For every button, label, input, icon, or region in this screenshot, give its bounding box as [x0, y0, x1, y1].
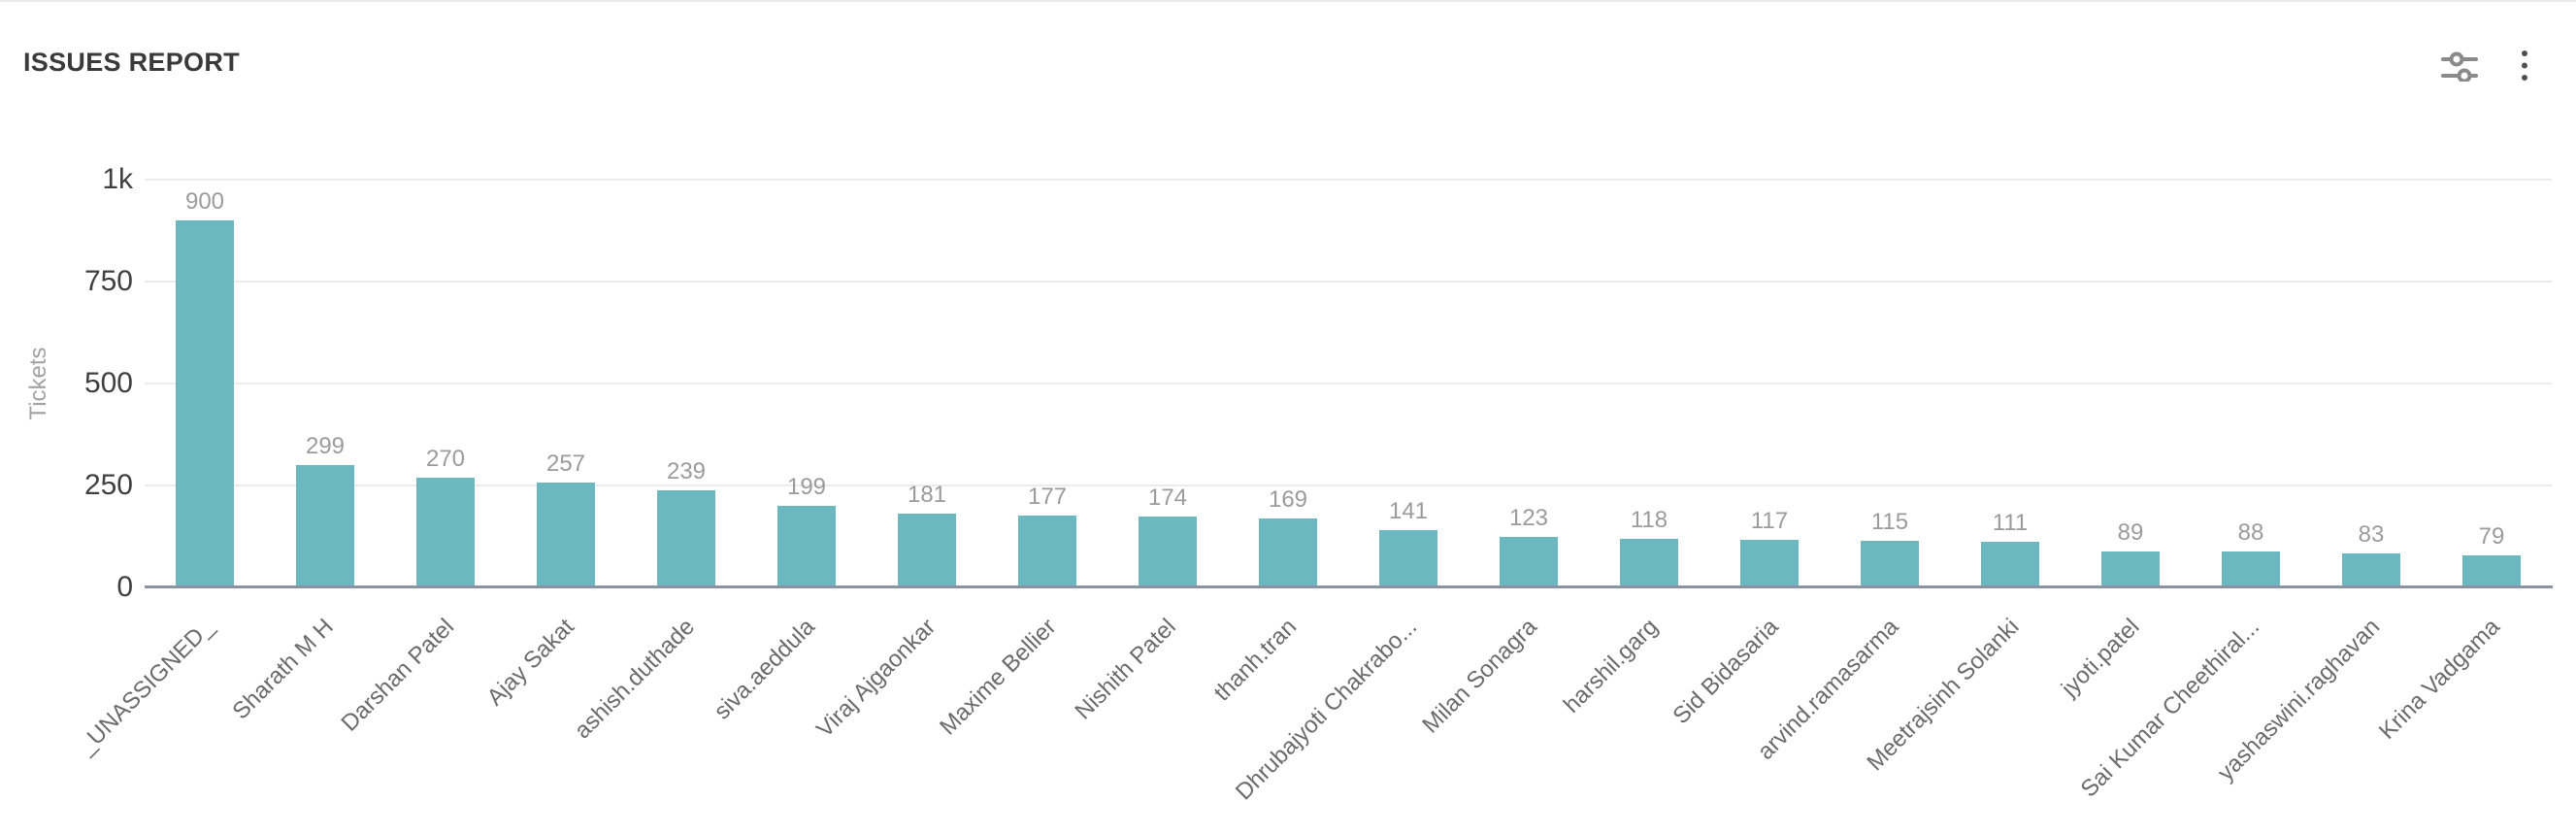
- x-axis-line: [145, 585, 2553, 588]
- bar-value-label: 89: [2117, 519, 2144, 546]
- x-axis-label: siva.aeddula: [709, 614, 821, 725]
- bar[interactable]: [898, 514, 956, 587]
- bar-value-label: 257: [545, 451, 586, 477]
- bar-value-label: 169: [1268, 486, 1308, 513]
- x-axis-label: Maxime Bellier: [934, 614, 1062, 741]
- y-axis-tick-label: 0: [116, 571, 133, 603]
- bar[interactable]: [176, 220, 234, 587]
- bar[interactable]: [416, 478, 475, 587]
- bar-value-label: 118: [1630, 507, 1668, 533]
- y-axis-tick-label: 250: [83, 469, 133, 501]
- bar[interactable]: [657, 490, 715, 587]
- x-axis-label: harshil.garg: [1558, 614, 1664, 718]
- x-axis-label: Krina Vadgama: [2374, 614, 2506, 745]
- x-axis-label: Ajay Sakat: [481, 614, 580, 712]
- bar[interactable]: [1620, 539, 1678, 587]
- bar[interactable]: [296, 465, 354, 587]
- bar-value-label: 141: [1388, 498, 1429, 524]
- gridline: [145, 179, 2552, 181]
- bar[interactable]: [1981, 542, 2039, 587]
- bar-value-label: 181: [907, 482, 947, 508]
- bar-value-label: 83: [2358, 521, 2385, 548]
- x-axis-label: jyoti.patel: [2056, 614, 2145, 702]
- bar-value-label: 123: [1508, 505, 1549, 531]
- bar[interactable]: [1379, 530, 1437, 587]
- bar-value-label: 88: [2237, 519, 2264, 546]
- bar[interactable]: [1018, 516, 1076, 587]
- x-axis-label: thanh.tran: [1208, 614, 1303, 707]
- report-title: ISSUES REPORT: [23, 48, 240, 77]
- bar-value-label: 239: [666, 458, 707, 484]
- bar-value-label: 79: [2478, 523, 2505, 550]
- bar[interactable]: [2462, 555, 2521, 587]
- x-axis-label: Darshan Patel: [336, 614, 460, 737]
- x-axis-label: Nishith Patel: [1070, 614, 1182, 725]
- y-axis-tick-label: 750: [83, 265, 133, 297]
- x-axis-label: ashish.duthade: [569, 614, 701, 745]
- gridline: [145, 383, 2552, 384]
- bar-value-label: 177: [1027, 484, 1068, 510]
- bar-value-label: 270: [425, 446, 466, 472]
- bar-value-label: 174: [1147, 484, 1188, 511]
- x-axis-label: Sid Bidasaria: [1667, 614, 1784, 730]
- x-axis-label: Sharath M H: [227, 614, 340, 725]
- gridline: [145, 281, 2552, 283]
- bar-value-label: 115: [1870, 509, 1909, 535]
- bar-value-label: 111: [1992, 510, 2029, 536]
- bar[interactable]: [2101, 551, 2160, 587]
- bar[interactable]: [1740, 540, 1799, 587]
- bar[interactable]: [777, 506, 836, 587]
- bar-value-label: 199: [786, 474, 827, 500]
- y-axis-tick-label: 500: [83, 367, 133, 399]
- gridline: [145, 484, 2552, 486]
- bar-value-label: 299: [305, 433, 346, 459]
- more-options-icon[interactable]: [2518, 45, 2531, 84]
- filter-sliders-icon[interactable]: [2441, 41, 2478, 84]
- y-axis-tick-label: 1k: [102, 163, 133, 195]
- bar[interactable]: [1861, 541, 1919, 587]
- bar-value-label: 900: [184, 188, 225, 215]
- x-axis-label: Milan Sonagra: [1417, 614, 1543, 739]
- bar[interactable]: [1500, 537, 1558, 587]
- x-axis-label: _UNASSIGNED_: [72, 614, 219, 760]
- bar[interactable]: [537, 483, 595, 587]
- bar[interactable]: [2342, 553, 2400, 587]
- bar-value-label: 117: [1750, 508, 1789, 534]
- bar[interactable]: [2222, 551, 2280, 587]
- bar[interactable]: [1259, 518, 1317, 587]
- x-axis-label: Viraj Ajgaonkar: [811, 614, 941, 743]
- bar[interactable]: [1139, 517, 1197, 587]
